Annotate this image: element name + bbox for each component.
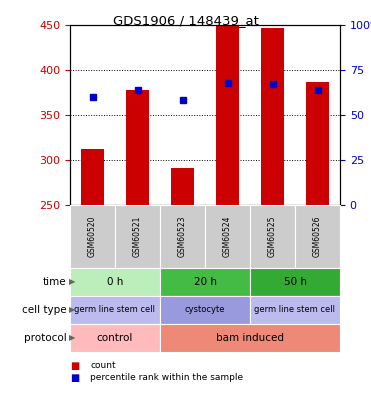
Text: ■: ■ (70, 361, 79, 371)
Text: bam induced: bam induced (216, 333, 284, 343)
Bar (295, 205, 340, 268)
Bar (70, 296, 160, 324)
Bar (216, 25, 239, 205)
Text: GSM60524: GSM60524 (223, 216, 232, 257)
Text: 20 h: 20 h (194, 277, 217, 287)
Bar (205, 205, 250, 268)
Text: time: time (43, 277, 66, 287)
Text: GSM60525: GSM60525 (268, 216, 277, 257)
Bar (160, 205, 205, 268)
Text: ▶: ▶ (69, 333, 76, 343)
Text: 0 h: 0 h (107, 277, 123, 287)
Text: 50 h: 50 h (283, 277, 306, 287)
Text: germ line stem cell: germ line stem cell (75, 305, 155, 315)
Bar (70, 205, 115, 268)
Text: germ line stem cell: germ line stem cell (255, 305, 335, 315)
Text: control: control (97, 333, 133, 343)
Bar (261, 28, 284, 205)
Bar (250, 205, 295, 268)
Bar (115, 205, 160, 268)
Text: ▶: ▶ (69, 277, 76, 286)
Text: count: count (91, 362, 116, 371)
Text: GSM60523: GSM60523 (178, 216, 187, 257)
Bar (160, 296, 250, 324)
Text: GSM60521: GSM60521 (133, 216, 142, 257)
Bar (126, 90, 149, 205)
Bar (70, 268, 160, 296)
Bar (250, 268, 340, 296)
Bar (160, 268, 250, 296)
Text: ▶: ▶ (69, 305, 76, 315)
Bar (160, 324, 340, 352)
Bar (250, 296, 340, 324)
Text: cell type: cell type (22, 305, 66, 315)
Bar (306, 82, 329, 205)
Text: ■: ■ (70, 373, 79, 383)
Text: percentile rank within the sample: percentile rank within the sample (91, 373, 243, 382)
Text: protocol: protocol (23, 333, 66, 343)
Bar (70, 324, 160, 352)
Text: GSM60526: GSM60526 (313, 216, 322, 257)
Text: cystocyte: cystocyte (185, 305, 225, 315)
Text: GDS1906 / 148439_at: GDS1906 / 148439_at (112, 14, 259, 27)
Text: GSM60520: GSM60520 (88, 216, 97, 257)
Bar (171, 168, 194, 205)
Bar (81, 149, 104, 205)
